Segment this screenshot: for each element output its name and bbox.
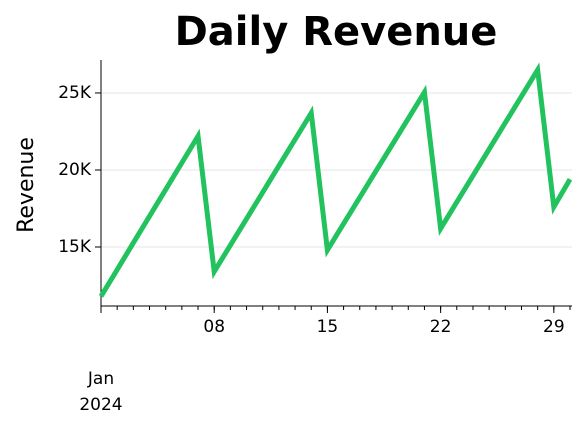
x-period-label: Jan (87, 369, 114, 389)
x-tick-label: 22 (430, 317, 452, 337)
x-tick-label: 08 (203, 317, 225, 337)
line-series (98, 62, 573, 298)
chart-title: Daily Revenue (175, 9, 498, 55)
x-tick-label: 15 (317, 317, 339, 337)
y-tick-label: 20K (58, 160, 92, 180)
y-axis-label: Revenue (14, 137, 39, 233)
y-tick-label: 25K (58, 83, 92, 103)
y-tick-label: 15K (58, 237, 92, 257)
x-tick-label: 29 (543, 317, 565, 337)
x-period-label: 2024 (79, 395, 122, 415)
